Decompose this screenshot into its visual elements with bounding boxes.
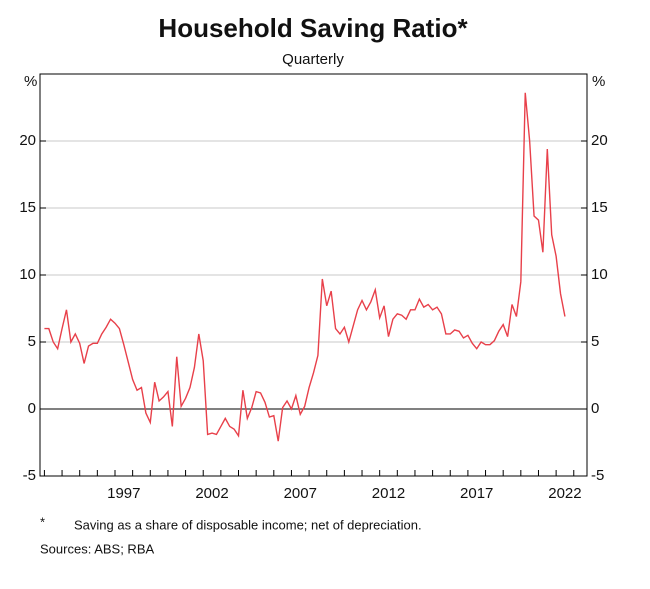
y-unit-left: %	[24, 73, 37, 90]
x-tick-label: 2007	[284, 485, 317, 502]
y-tick-label-right: 15	[591, 199, 608, 216]
y-unit-right: %	[592, 73, 605, 90]
x-tick-label: 2022	[548, 485, 581, 502]
plot-frame	[39, 73, 588, 477]
footnote: Saving as a share of disposable income; …	[74, 517, 422, 532]
sources: Sources: ABS; RBA	[40, 541, 154, 556]
x-tick-label: 2002	[195, 485, 228, 502]
y-tick-label-left: 0	[28, 400, 36, 417]
y-tick-label-left: 10	[19, 266, 36, 283]
y-tick-label-left: -5	[23, 467, 36, 484]
y-tick-label-right: 0	[591, 400, 599, 417]
chart-title: Household Saving Ratio*	[158, 13, 468, 43]
y-tick-label-right: 10	[591, 266, 608, 283]
y-tick-label-right: 20	[591, 132, 608, 149]
chart-subtitle: Quarterly	[282, 51, 344, 68]
footnote-marker: *	[40, 514, 45, 529]
y-tick-label-right: 5	[591, 333, 599, 350]
x-tick-label: 1997	[107, 485, 140, 502]
y-tick-label-right: -5	[591, 467, 604, 484]
y-tick-label-left: 5	[28, 333, 36, 350]
y-tick-label-left: 20	[19, 132, 36, 149]
series-line	[44, 92, 566, 442]
y-tick-label-left: 15	[19, 199, 36, 216]
x-tick-label: 2017	[460, 485, 493, 502]
x-tick-label: 2012	[372, 485, 405, 502]
